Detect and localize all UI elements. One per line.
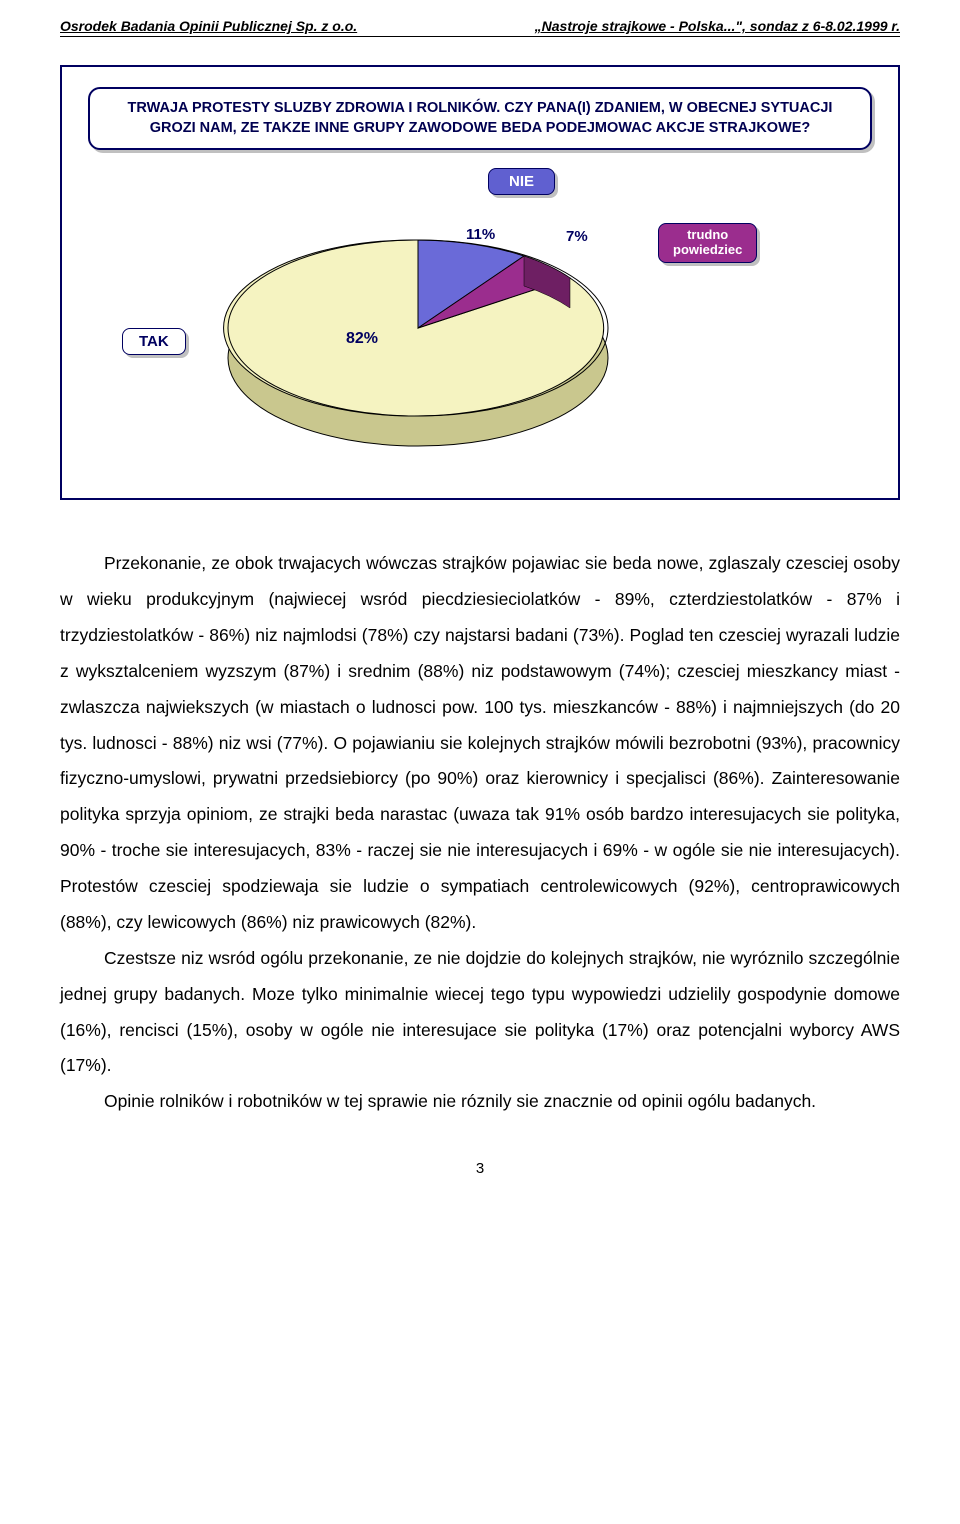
label-nie: NIE [488, 168, 555, 195]
pct-trudno: 7% [566, 228, 588, 245]
label-trudno: trudno powiedziec [658, 223, 757, 263]
paragraph-2: Czestsze niz wsród ogólu przekonanie, ze… [60, 941, 900, 1085]
header-right: „Nastroje strajkowe - Polska...", sondaz… [535, 18, 900, 34]
pie-chart: NIE trudno powiedziec TAK 82% 11% 7% [88, 168, 872, 468]
body-text: Przekonanie, ze obok trwajacych wówczas … [60, 546, 900, 1120]
pct-tak: 82% [346, 330, 378, 348]
label-tak: TAK [122, 328, 186, 355]
paragraph-1: Przekonanie, ze obok trwajacych wówczas … [60, 546, 900, 941]
pie-svg [218, 208, 658, 468]
figure-container: TRWAJA PROTESTY SLUZBY ZDROWIA I ROLNIKÓ… [60, 65, 900, 500]
header-left: Osrodek Badania Opinii Publicznej Sp. z … [60, 18, 357, 34]
page-number: 3 [60, 1160, 900, 1177]
paragraph-3: Opinie rolników i robotników w tej spraw… [60, 1084, 900, 1120]
pct-nie: 11% [466, 226, 495, 243]
question-text: TRWAJA PROTESTY SLUZBY ZDROWIA I ROLNIKÓ… [104, 99, 856, 138]
question-box: TRWAJA PROTESTY SLUZBY ZDROWIA I ROLNIKÓ… [88, 87, 872, 150]
page-header: Osrodek Badania Opinii Publicznej Sp. z … [60, 18, 900, 37]
